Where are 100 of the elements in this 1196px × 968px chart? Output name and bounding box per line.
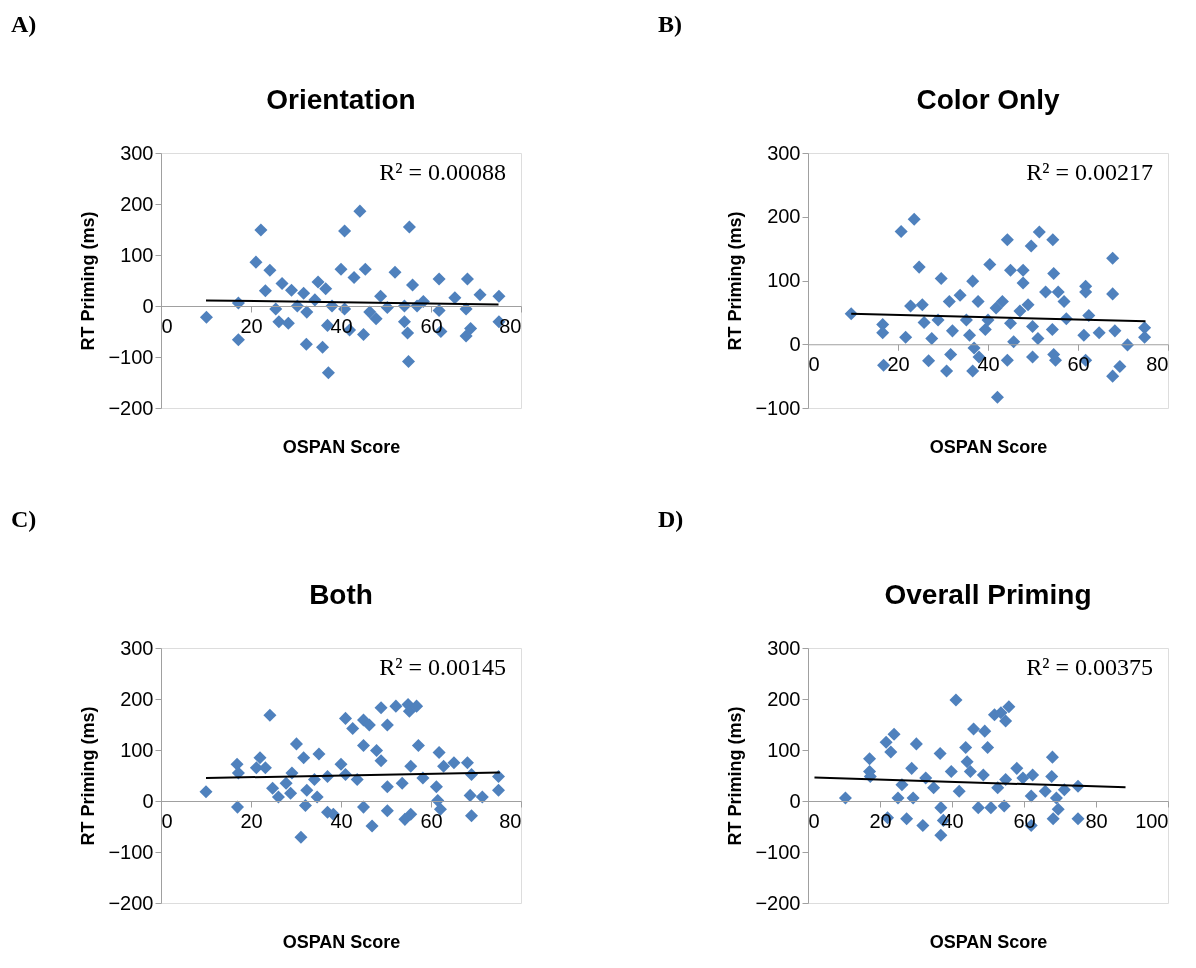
point — [1045, 750, 1059, 764]
point — [887, 727, 901, 741]
x-tick-label: 0 — [808, 352, 820, 375]
point — [300, 305, 314, 319]
x-tick-label: 40 — [977, 352, 1000, 375]
point — [984, 801, 998, 815]
point — [949, 693, 963, 707]
point — [231, 333, 245, 347]
point — [374, 289, 388, 303]
point — [906, 791, 920, 805]
y-tick-label: −100 — [755, 840, 801, 863]
point — [492, 289, 506, 303]
point — [884, 745, 898, 759]
y-axis-title: RT Priming (ms) — [78, 211, 99, 351]
x-tick-label: 80 — [499, 314, 522, 337]
x-tick-label: 80 — [499, 809, 522, 832]
y-tick-label: 200 — [767, 205, 801, 228]
y-tick-label: −100 — [755, 396, 801, 419]
point — [316, 340, 330, 354]
x-tick-label: 0 — [161, 809, 173, 832]
point — [863, 752, 877, 766]
y-tick-label: 200 — [120, 192, 154, 215]
point — [960, 755, 974, 769]
y-tick-label: 300 — [120, 636, 154, 659]
y-axis-title: RT Priming (ms) — [78, 706, 99, 846]
point — [448, 291, 462, 305]
text: B) — [658, 11, 682, 37]
annotation: R² = 0.00217 — [1026, 159, 1153, 185]
point — [401, 326, 415, 340]
point — [199, 310, 213, 324]
x-tick-label: 80 — [1146, 352, 1169, 375]
point — [464, 321, 478, 335]
point — [432, 272, 446, 286]
point — [356, 328, 371, 342]
x-tick-label: 0 — [808, 809, 820, 832]
point — [971, 801, 985, 815]
y-tick-label: 200 — [767, 687, 801, 710]
point — [933, 747, 947, 761]
point — [334, 262, 348, 276]
point — [406, 278, 420, 292]
y-tick-label: 0 — [789, 789, 801, 812]
x-tick-label: 0 — [161, 314, 173, 337]
point — [1057, 783, 1071, 797]
point — [978, 724, 992, 738]
point — [909, 737, 923, 751]
y-axis-title: RT Priming (ms) — [725, 211, 746, 351]
point — [297, 286, 311, 300]
y-tick-label: 0 — [142, 789, 154, 812]
point — [254, 223, 268, 237]
point — [338, 224, 352, 238]
y-tick-label: 100 — [120, 738, 154, 761]
y-tick-label: −200 — [755, 891, 801, 914]
point — [997, 799, 1011, 813]
y-tick-label: −100 — [108, 840, 154, 863]
point — [284, 283, 299, 297]
point — [272, 315, 286, 329]
point — [397, 315, 411, 329]
point — [952, 784, 966, 798]
point — [353, 204, 367, 218]
point — [321, 366, 335, 380]
y-tick-label: −100 — [108, 345, 154, 368]
point — [994, 706, 1008, 720]
point — [976, 768, 990, 782]
point — [1046, 812, 1060, 826]
point — [1002, 700, 1016, 714]
x-tick-label: 40 — [330, 809, 353, 832]
y-tick-label: 200 — [120, 687, 154, 710]
point — [916, 818, 930, 832]
point — [934, 828, 948, 842]
text: A) — [11, 11, 37, 37]
x-axis-title: OSPAN Score — [282, 436, 401, 457]
point — [281, 316, 295, 330]
x-axis-title: OSPAN Score — [929, 436, 1048, 457]
x-tick-label: 60 — [1013, 809, 1036, 832]
point — [927, 781, 941, 795]
point — [1045, 770, 1059, 784]
point — [1071, 812, 1085, 826]
point — [1010, 761, 1024, 775]
y-tick-label: 100 — [120, 243, 154, 266]
x-axis-title: OSPAN Score — [929, 931, 1048, 952]
x-tick-label: 60 — [1067, 352, 1090, 375]
x-axis-title: OSPAN Score — [282, 931, 401, 952]
point — [275, 277, 289, 291]
chart-title: Orientation — [266, 84, 416, 115]
y-tick-label: 0 — [789, 332, 801, 355]
point — [905, 761, 919, 775]
point — [1016, 771, 1030, 785]
point — [879, 735, 893, 749]
x-tick-label: 100 — [1135, 809, 1169, 832]
point — [838, 791, 852, 805]
annotation: R² = 0.00375 — [1026, 654, 1153, 680]
point — [363, 305, 377, 319]
y-tick-label: 100 — [767, 738, 801, 761]
point — [959, 740, 973, 754]
point — [358, 262, 372, 276]
point — [891, 791, 905, 805]
y-tick-label: −200 — [108, 396, 154, 419]
x-tick-label: 80 — [1085, 809, 1108, 832]
point — [369, 312, 383, 326]
y-tick-label: 300 — [120, 141, 154, 164]
